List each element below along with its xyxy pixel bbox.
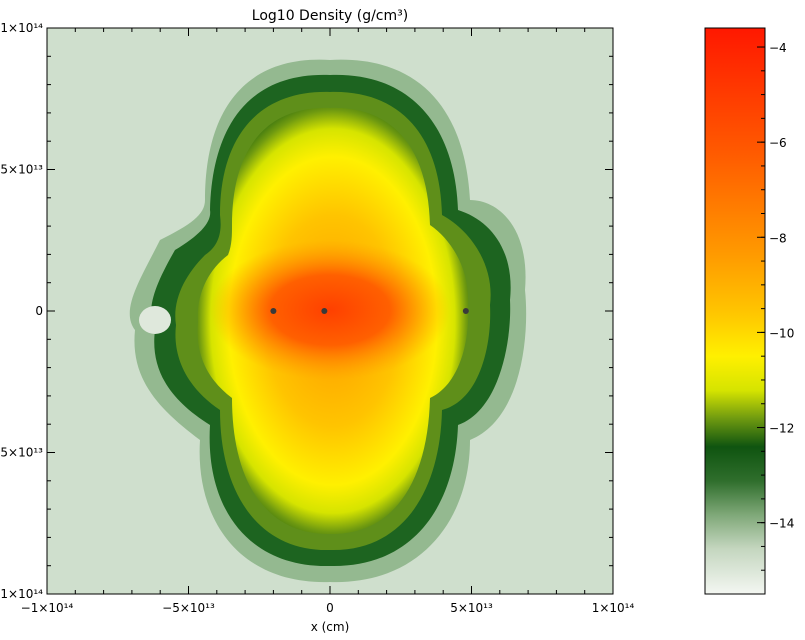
point-sources [270, 308, 469, 314]
y-tick-label: 1×10¹⁴ [0, 587, 43, 601]
colorbar [705, 28, 765, 594]
x-tick-label: 1×10¹⁴ [592, 601, 635, 615]
x-tick-label: 5×10¹³ [450, 601, 493, 615]
colorbar-tick-label: −12 [769, 422, 794, 436]
colorbar-frame [704, 27, 766, 595]
point-source [462, 308, 469, 314]
y-tick-label: 0 [35, 304, 43, 318]
core-region [210, 240, 450, 380]
left-wisp [139, 306, 171, 334]
point-source [321, 308, 328, 314]
colorbar-tick-label: −6 [769, 136, 787, 150]
x-tick-label: −1×10¹⁴ [21, 601, 74, 615]
colorbar-tick-label: −14 [769, 517, 794, 531]
chart-title: Log10 Density (g/cm³) [252, 8, 408, 24]
x-tick-label: −5×10¹³ [162, 601, 215, 615]
x-tick-label: 0 [326, 601, 334, 615]
y-tick-label: 1×10¹⁴ [0, 21, 43, 35]
colorbar-axis: −4 −6 −8 −10 −12 −14 [757, 41, 794, 571]
x-axis-title: x (cm) [311, 620, 350, 634]
density-field [129, 59, 527, 583]
y-tick-label: 5×10¹³ [0, 163, 43, 177]
point-source [270, 308, 277, 314]
y-axis: 1×10¹⁴ 5×10¹³ 0 5×10¹³ 1×10¹⁴ [0, 21, 613, 601]
colorbar-tick-label: −10 [769, 326, 794, 340]
colorbar-tick-label: −4 [769, 41, 787, 55]
colorbar-tick-label: −8 [769, 231, 787, 245]
x-axis: −1×10¹⁴ −5×10¹³ 0 5×10¹³ 1×10¹⁴ [21, 28, 635, 615]
y-tick-label: 5×10¹³ [0, 446, 43, 460]
